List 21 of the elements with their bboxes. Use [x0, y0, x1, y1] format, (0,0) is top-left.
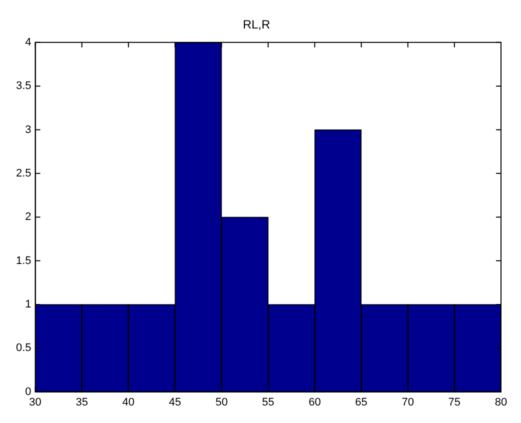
y-tick-label: 2.5: [16, 167, 32, 180]
x-tick-label: 30: [29, 396, 42, 408]
y-tick-label: 1.5: [16, 254, 32, 267]
x-tick-label: 50: [215, 396, 228, 408]
chart-title: RL,R: [242, 18, 270, 32]
y-tick-label: 4: [25, 36, 32, 48]
x-tick-label: 60: [308, 396, 321, 408]
y-tick-label: 3.5: [16, 80, 32, 92]
x-tick-label: 80: [494, 396, 508, 408]
y-tick-label: 1: [25, 298, 32, 310]
x-tick-label: 65: [355, 396, 368, 408]
y-tick-label: 0.5: [16, 342, 32, 354]
x-tick-label: 55: [262, 396, 274, 408]
x-tick-label: 75: [448, 396, 461, 408]
x-tick-label: 40: [122, 396, 135, 408]
y-tick-label: 0: [25, 386, 32, 398]
x-tick-label: 70: [402, 396, 414, 408]
y-tick-label: 3: [25, 124, 32, 136]
x-tick-label: 45: [168, 396, 182, 408]
x-tick-label: 35: [76, 396, 88, 408]
y-tick-label: 2: [25, 211, 32, 224]
